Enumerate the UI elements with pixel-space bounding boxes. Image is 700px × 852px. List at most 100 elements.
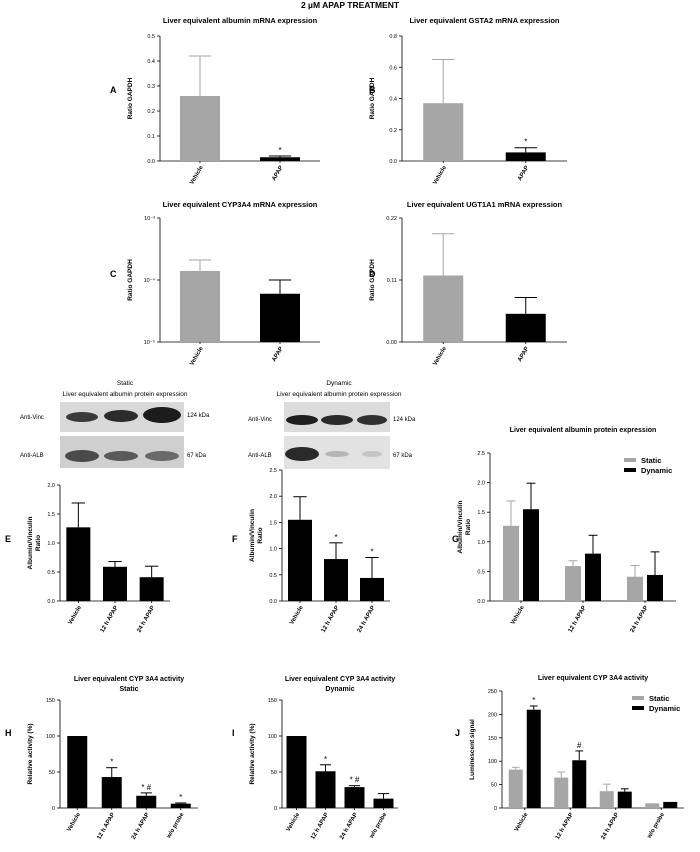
chart-G-y-tick-label: 1.5 [477, 510, 485, 516]
chart-F-x-tick-label: 24 h APAP [357, 605, 377, 634]
blot-static-vinc-label: Anti-Vinc [20, 415, 44, 421]
chart-F-y-tick-label: 0.0 [269, 599, 277, 605]
chart-H-bar [101, 777, 122, 808]
chart-F-x-tick-label: 12 h APAP [321, 605, 341, 634]
panel-letter-D: D [369, 269, 376, 279]
chart-F-y-tick-label: 1.5 [269, 520, 277, 526]
blot-dynamic-vinc-band-1 [286, 415, 318, 425]
blot-static-vinc-band-2 [104, 410, 138, 422]
chart-J-y-tick-label: 0 [494, 806, 497, 812]
chart-I-x-tick-label: 24 h APAP [339, 812, 359, 841]
chart-E-x-tick-label: 24 h APAP [136, 605, 156, 634]
chart-A-y-tick-label: 0.5 [147, 34, 155, 40]
chart-F-y-tick-label: 2.0 [269, 494, 277, 500]
chart-J-bar [617, 791, 632, 808]
chart-B-y-tick-label: 0.4 [389, 97, 397, 103]
chart-I: Liver equivalent CYP 3A4 activity Dynamic… [249, 676, 398, 841]
chart-F-y-label: Albumin/Vinculin [249, 509, 256, 562]
chart-B-y-tick-label: 0.0 [389, 159, 397, 165]
blot-static-title: Static [117, 380, 134, 387]
chart-J-x-tick-label: 24 h APAP [600, 812, 620, 841]
chart-G-y-tick-label: 2.0 [477, 481, 485, 487]
chart-G-bar [585, 553, 601, 601]
chart-G-y-label-2: Ratio [465, 519, 472, 535]
chart-I-x-tick-label: Vehicle [286, 811, 302, 832]
chart-J-bar [645, 803, 660, 808]
chart-E-y-tick-label: 0.5 [47, 570, 55, 576]
chart-E-x-tick-label: Vehicle [68, 604, 84, 625]
chart-D-bar [505, 313, 546, 342]
chart-C-bar [180, 270, 220, 342]
chart-B-bar [423, 103, 464, 161]
chart-H-y-tick-label: 0 [52, 806, 55, 812]
blot-static-subtitle: Liver equivalent albumin protein express… [62, 391, 187, 398]
chart-I-subtitle: Dynamic [325, 686, 354, 693]
chart-H-x-tick-label: Vehicle [66, 811, 82, 832]
panel-letter-C: C [110, 269, 117, 279]
chart-E-bar [139, 577, 164, 601]
chart-D-y-tick-label: 0.22 [386, 216, 397, 222]
chart-G-legend-swatch [624, 458, 636, 462]
chart-B-bar [505, 152, 546, 161]
chart-F-y-tick-label: 1.0 [269, 547, 277, 553]
chart-I-bar [344, 787, 365, 808]
chart-I-bar [315, 771, 336, 808]
chart-H-x-tick-label: w/o probe [166, 811, 186, 840]
blot-static-alb-label: Anti-ALB [20, 453, 44, 459]
chart-E-x-tick-label: 12 h APAP [100, 605, 120, 634]
chart-H-x-tick-label: 24 h APAP [131, 812, 151, 841]
chart-B-y-tick-label: 0.8 [389, 34, 397, 40]
panel-letter-G: G [452, 534, 459, 544]
chart-A-y-label: Ratio GAPDH [127, 77, 134, 119]
chart-D-y-tick-label: 0.11 [387, 278, 397, 284]
chart-A-bar [260, 157, 300, 161]
chart-C-y-tick-label: 10⁻⁴ [144, 277, 156, 284]
chart-E-y-tick-label: 0.0 [47, 599, 55, 605]
chart-J-legend-label: Static [649, 694, 669, 703]
chart-I-y-label: Relative activity (%) [249, 723, 256, 784]
chart-J-title: Liver equivalent CYP 3A4 activity [538, 675, 648, 682]
chart-I-bar [373, 798, 394, 808]
chart-E-y-tick-label: 1.0 [47, 541, 55, 547]
chart-C-bar [260, 293, 300, 342]
chart-C-y-label: Ratio GAPDH [127, 259, 134, 301]
chart-H-y-tick-label: 100 [46, 734, 55, 740]
chart-J-bar [599, 791, 614, 808]
chart-J-bar [554, 777, 569, 808]
chart-A-bar [180, 96, 220, 161]
chart-B-significance-mark: * [524, 138, 527, 147]
chart-I-title: Liver equivalent CYP 3A4 activity [285, 676, 395, 683]
blot-static: Static Liver equivalent albumin protein … [20, 380, 210, 468]
chart-F-bar [324, 559, 348, 601]
chart-G-y-label: Albumin/Vinculin [457, 500, 464, 553]
blot-dynamic-alb-band-2 [325, 451, 349, 457]
chart-J-y-label: Luminescent signal [469, 719, 476, 780]
chart-C-y-tick-label: 10⁻⁵ [144, 339, 155, 346]
chart-F-y-tick-label: 0.5 [269, 573, 277, 579]
chart-F-bar [360, 577, 384, 601]
blot-static-alb-kda: 67 kDa [187, 453, 207, 459]
chart-J-legend-swatch [632, 706, 644, 710]
chart-I-y-tick-label: 0 [274, 806, 277, 812]
blot-static-alb-band-3 [145, 451, 179, 461]
panel-letter-F: F [232, 534, 238, 544]
chart-F: 0.0 0.5 1.0 1.5 2.0 2.5 Albumin/Vinculin Ratio V… [249, 468, 390, 634]
chart-J-y-tick-label: 150 [488, 736, 497, 742]
chart-I-y-tick-label: 150 [268, 698, 277, 704]
blot-dynamic-vinc-band-3 [357, 415, 387, 425]
chart-D-y-label: Ratio GAPDH [369, 259, 376, 301]
chart-G-x-tick-label: 24 h APAP [630, 605, 650, 634]
chart-J: Liver equivalent CYP 3A4 activity 0 50 100 1… [469, 675, 684, 841]
chart-G-y-tick-label: 2.5 [477, 451, 485, 457]
chart-G-legend-swatch [624, 468, 636, 472]
chart-J-bar [526, 709, 541, 808]
chart-C-title: Liver equivalent CYP3A4 mRNA expression [163, 200, 318, 209]
chart-I-x-tick-label: 12 h APAP [310, 812, 330, 841]
chart-A-y-tick-label: 0.4 [147, 59, 155, 65]
blot-dynamic-vinc-band-2 [321, 415, 353, 425]
chart-G-x-tick-label: 12 h APAP [568, 605, 588, 634]
chart-H-bar [136, 795, 157, 808]
chart-I-x-tick-label: w/o probe [368, 811, 388, 840]
chart-F-bar [288, 519, 312, 601]
